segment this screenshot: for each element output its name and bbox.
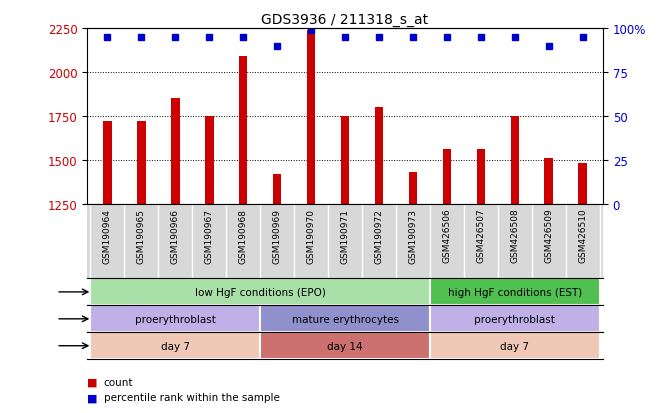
Bar <box>511 116 519 204</box>
Text: proerythroblast: proerythroblast <box>474 314 555 324</box>
Text: GSM190971: GSM190971 <box>340 208 350 263</box>
Text: GSM426507: GSM426507 <box>476 208 485 263</box>
Text: mature erythrocytes: mature erythrocytes <box>291 314 399 324</box>
Bar <box>137 122 145 204</box>
Bar <box>260 306 430 332</box>
Text: GSM190970: GSM190970 <box>307 208 316 263</box>
Text: high HgF conditions (EST): high HgF conditions (EST) <box>448 287 582 297</box>
Text: ■: ■ <box>87 377 98 387</box>
Bar <box>545 159 553 204</box>
Text: GSM190968: GSM190968 <box>239 208 248 263</box>
Bar <box>430 332 600 359</box>
Bar <box>260 332 430 359</box>
Text: ■: ■ <box>87 392 98 402</box>
Text: GSM190972: GSM190972 <box>375 208 383 263</box>
Bar <box>171 99 180 204</box>
Bar <box>205 116 214 204</box>
Text: proerythroblast: proerythroblast <box>135 314 216 324</box>
Text: day 14: day 14 <box>327 341 363 351</box>
Bar <box>578 164 587 204</box>
Bar <box>476 150 485 204</box>
Text: GSM190969: GSM190969 <box>273 208 281 263</box>
Text: GSM190965: GSM190965 <box>137 208 146 263</box>
Text: day 7: day 7 <box>500 341 529 351</box>
Text: percentile rank within the sample: percentile rank within the sample <box>104 392 280 402</box>
Title: GDS3936 / 211318_s_at: GDS3936 / 211318_s_at <box>261 12 429 26</box>
Text: count: count <box>104 377 133 387</box>
Text: day 7: day 7 <box>161 341 190 351</box>
Text: GSM190966: GSM190966 <box>171 208 180 263</box>
Text: GSM190973: GSM190973 <box>409 208 417 263</box>
Text: GSM426506: GSM426506 <box>442 208 452 263</box>
Bar <box>443 150 451 204</box>
Text: GSM190967: GSM190967 <box>205 208 214 263</box>
Text: GSM426510: GSM426510 <box>578 208 587 263</box>
Bar <box>430 306 600 332</box>
Bar <box>90 332 260 359</box>
Bar <box>375 108 383 204</box>
Text: GSM426508: GSM426508 <box>511 208 519 263</box>
Bar <box>90 306 260 332</box>
Bar <box>239 57 247 204</box>
Bar <box>341 116 349 204</box>
Bar <box>409 173 417 204</box>
Bar <box>307 31 316 204</box>
Bar <box>273 175 281 204</box>
Bar <box>103 122 112 204</box>
Bar <box>90 279 430 306</box>
Text: GSM190964: GSM190964 <box>103 208 112 263</box>
Bar <box>430 279 600 306</box>
Text: low HgF conditions (EPO): low HgF conditions (EPO) <box>195 287 326 297</box>
Text: GSM426509: GSM426509 <box>544 208 553 263</box>
